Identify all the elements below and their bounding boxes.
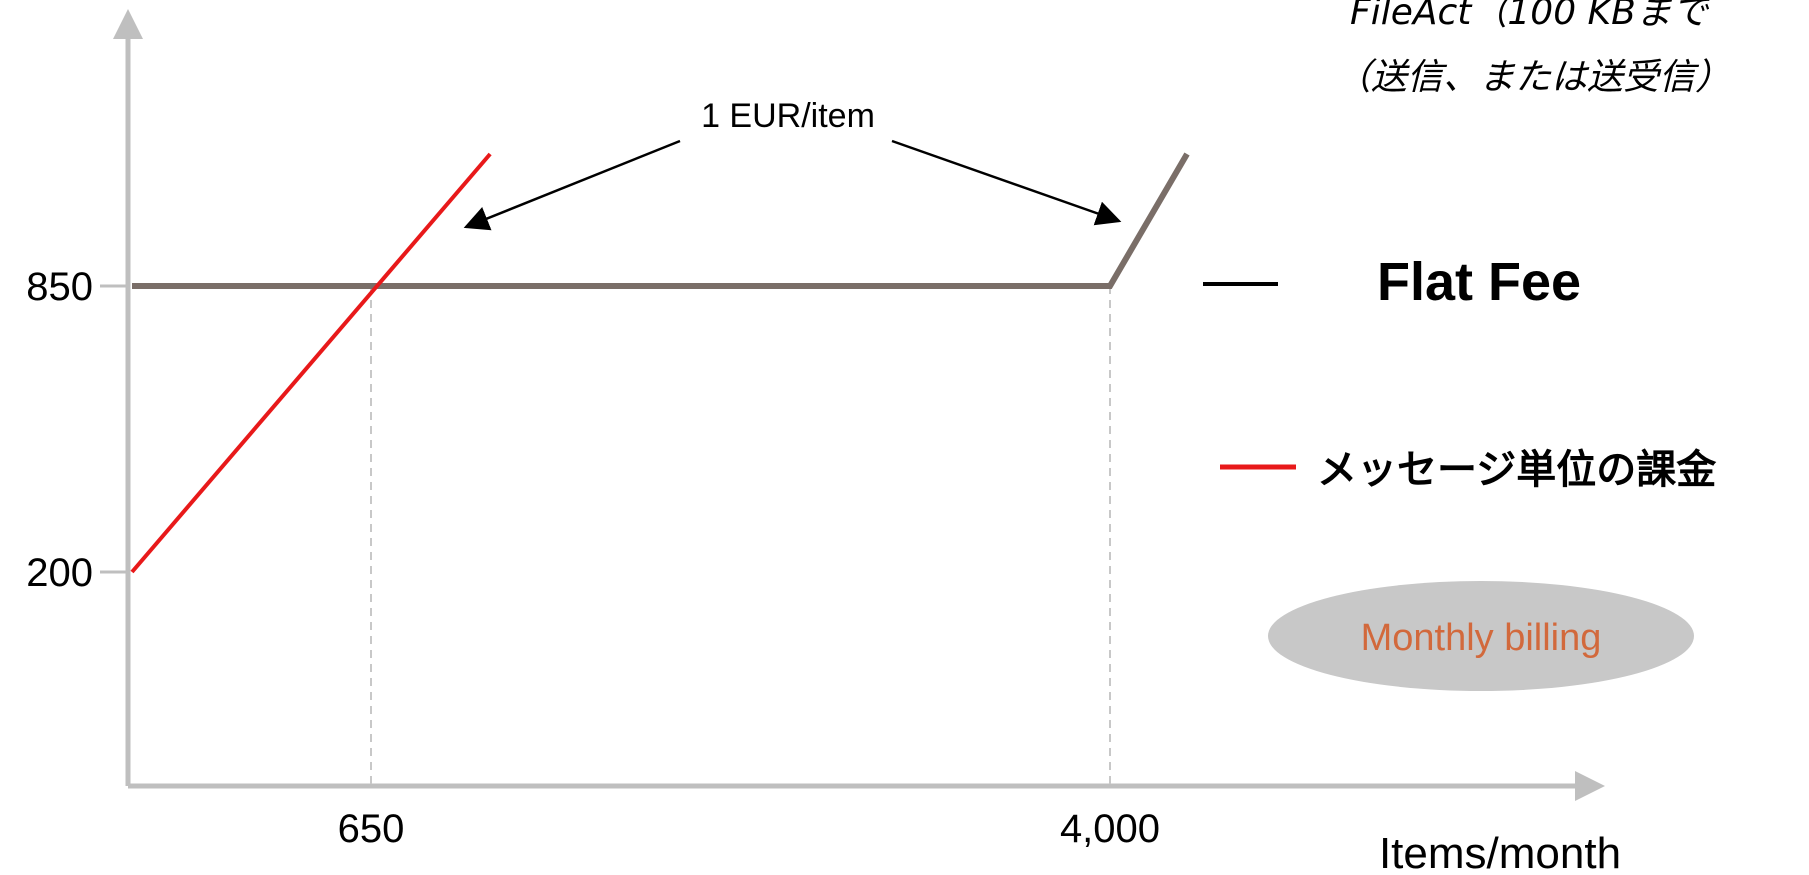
- axes: [113, 9, 1605, 801]
- badge-label: Monthly billing: [1361, 617, 1602, 659]
- series-line-1: [130, 152, 492, 574]
- legend-label-flat-fee: Flat Fee: [1377, 252, 1581, 312]
- x-tick-label-1: 4,000: [1060, 807, 1160, 851]
- badge-shape: [1268, 581, 1694, 691]
- note-line-1: FileAct（100 KBまで: [1350, 0, 1711, 33]
- tick-layer: 200 850 650 4,000: [26, 265, 1160, 851]
- x-axis-title: Items/month: [1379, 829, 1621, 875]
- x-tick-label-0: 650: [338, 807, 405, 851]
- note-line-2: （送信、または送受信）: [1335, 57, 1731, 98]
- y-tick-label-0: 200: [26, 551, 93, 595]
- rate-annotation: 1 EUR/item: [463, 97, 1122, 231]
- series-layer: [130, 152, 1190, 574]
- legend-label-per-message: メッセージ単位の課金: [1317, 447, 1717, 493]
- note: FileAct（100 KBまで （送信、または送受信）: [1335, 0, 1731, 98]
- monthly-billing-badge: Monthly billing: [1268, 581, 1694, 691]
- annotation-arrow-right: [891, 139, 1122, 226]
- reference-lines: [370, 286, 1111, 786]
- series-line-0: [132, 152, 1190, 289]
- y-tick-label-1: 850: [26, 265, 93, 309]
- annotation-arrow-left: [463, 139, 681, 231]
- legend: Flat Fee メッセージ単位の課金: [1203, 252, 1717, 493]
- rate-annotation-label: 1 EUR/item: [701, 97, 875, 135]
